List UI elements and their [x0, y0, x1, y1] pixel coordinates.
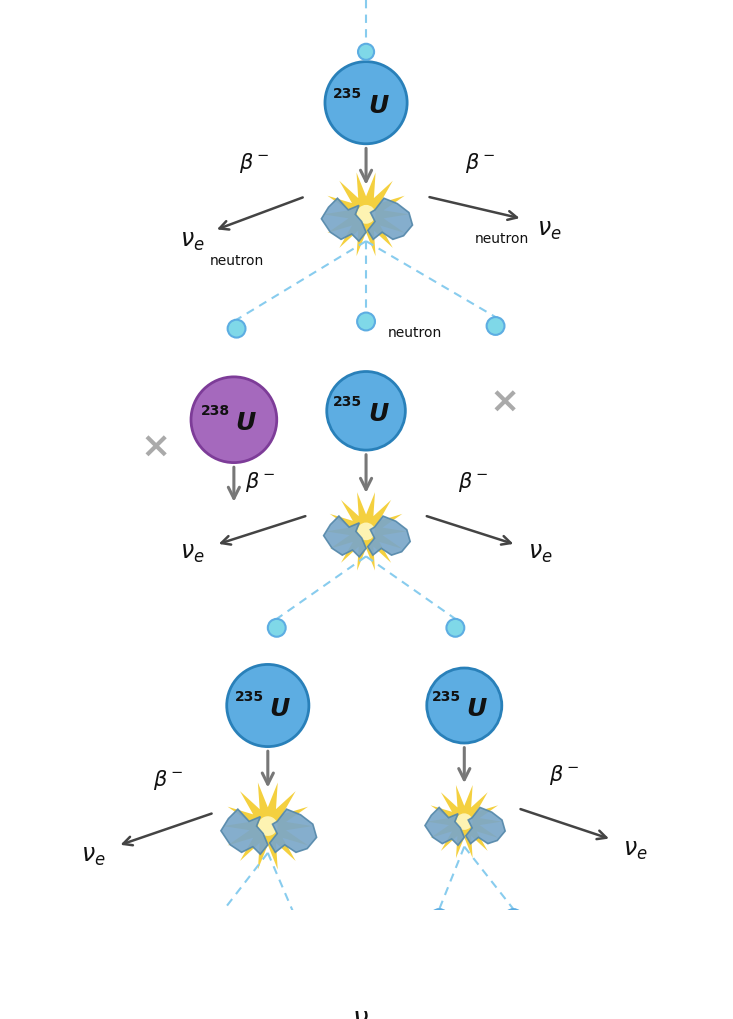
- Text: ×: ×: [490, 385, 520, 419]
- Text: $\nu_e$: $\nu_e$: [528, 542, 553, 566]
- Text: $\nu_e$: $\nu_e$: [180, 542, 205, 566]
- Text: 235: 235: [334, 87, 363, 101]
- Polygon shape: [326, 492, 406, 571]
- Text: $\beta^-$: $\beta^-$: [465, 151, 496, 174]
- Polygon shape: [427, 785, 502, 858]
- Text: $\nu_e$: $\nu_e$: [180, 229, 205, 253]
- Text: 235: 235: [432, 690, 461, 704]
- Circle shape: [427, 668, 502, 743]
- Circle shape: [325, 61, 407, 144]
- Circle shape: [327, 372, 405, 450]
- Text: U: U: [270, 697, 290, 721]
- Text: $\nu_e$: $\nu_e$: [537, 219, 561, 242]
- Polygon shape: [221, 809, 268, 854]
- Polygon shape: [321, 199, 366, 242]
- Text: $\beta^-$: $\beta^-$: [458, 470, 488, 494]
- Polygon shape: [323, 172, 409, 256]
- Circle shape: [258, 816, 278, 836]
- Text: U: U: [368, 95, 388, 118]
- Text: U: U: [368, 403, 388, 426]
- Circle shape: [207, 920, 225, 937]
- Text: $\nu_e$: $\nu_e$: [352, 1007, 380, 1019]
- Polygon shape: [368, 516, 410, 555]
- Circle shape: [446, 619, 464, 637]
- Text: 238: 238: [201, 404, 230, 418]
- Circle shape: [286, 915, 303, 933]
- Text: $\nu_e$: $\nu_e$: [624, 839, 648, 862]
- Text: 235: 235: [334, 395, 363, 409]
- Circle shape: [358, 44, 374, 60]
- Text: $\nu_e$: $\nu_e$: [81, 845, 106, 868]
- Text: U: U: [466, 697, 486, 721]
- Circle shape: [456, 813, 473, 829]
- Circle shape: [430, 909, 448, 927]
- Text: ×: ×: [140, 430, 170, 464]
- Circle shape: [487, 317, 504, 335]
- Circle shape: [357, 523, 375, 540]
- Text: neutron: neutron: [210, 254, 264, 268]
- Text: $\beta^-$: $\beta^-$: [549, 763, 580, 787]
- Circle shape: [357, 205, 375, 224]
- Text: $\beta^-$: $\beta^-$: [239, 151, 270, 174]
- Polygon shape: [466, 807, 505, 844]
- Text: neutron: neutron: [475, 232, 529, 247]
- Polygon shape: [270, 809, 317, 852]
- Circle shape: [268, 619, 286, 637]
- Circle shape: [228, 320, 246, 337]
- Polygon shape: [324, 516, 366, 556]
- Circle shape: [191, 377, 277, 463]
- Text: $\beta^-$: $\beta^-$: [246, 470, 276, 494]
- Polygon shape: [368, 199, 413, 239]
- Circle shape: [504, 909, 523, 927]
- Text: U: U: [236, 412, 256, 435]
- Circle shape: [226, 664, 309, 747]
- Text: 235: 235: [235, 690, 264, 704]
- Text: neutron: neutron: [388, 326, 442, 340]
- Polygon shape: [223, 783, 312, 869]
- Text: $\beta^-$: $\beta^-$: [152, 767, 183, 792]
- Polygon shape: [425, 807, 464, 845]
- Circle shape: [357, 313, 375, 330]
